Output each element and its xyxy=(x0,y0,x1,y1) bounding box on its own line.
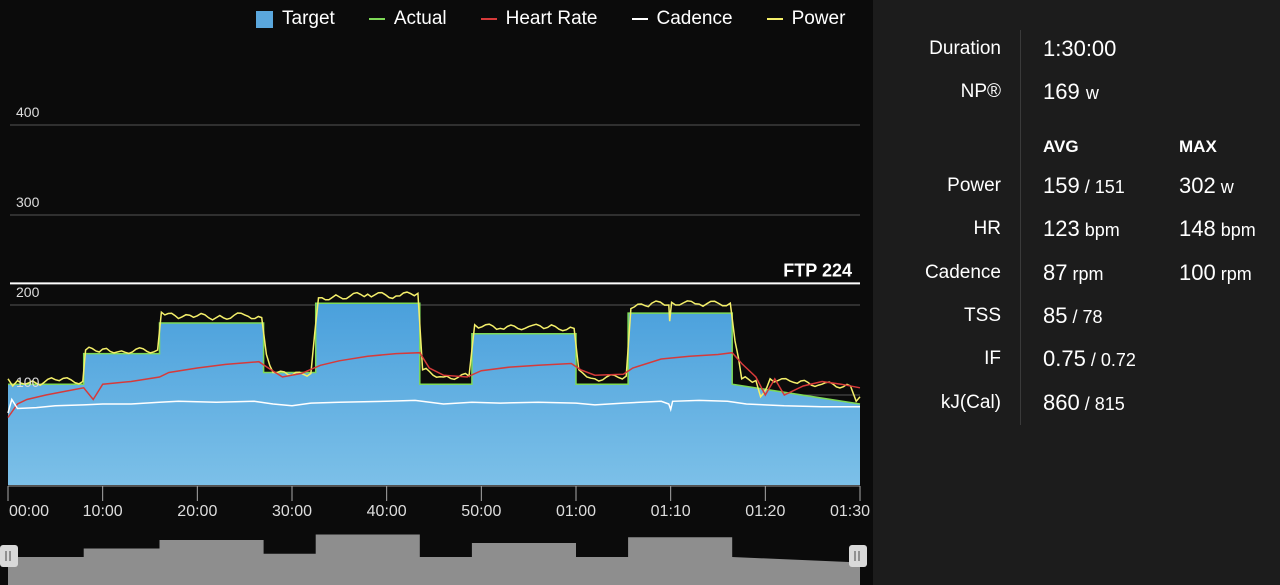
stat-label-tss: TSS xyxy=(964,305,1001,326)
stat-avg: 0.75 / 0.72 xyxy=(1043,346,1136,372)
stat-avg-sub: bpm xyxy=(1079,220,1120,240)
legend-label: Target xyxy=(282,8,335,29)
legend-swatch xyxy=(766,18,783,20)
stat-avg-number: 123 xyxy=(1043,216,1080,241)
stat-avg: 860 / 815 xyxy=(1043,390,1125,416)
stat-max-unit: bpm xyxy=(1215,220,1256,240)
np-number: 169 xyxy=(1043,79,1080,104)
legend-item-heart-rate[interactable]: Heart Rate xyxy=(480,8,598,30)
workout-chart: FTP 224 100 200 300 400 00:00 10:00 20:00 30:00 4… xyxy=(0,104,871,585)
series-actual xyxy=(8,302,861,405)
legend-item-actual[interactable]: Actual xyxy=(368,8,447,30)
duration-value: 1:30:00 xyxy=(1043,36,1117,61)
x-tick-label: 01:20 xyxy=(745,503,785,520)
np-unit: w xyxy=(1085,83,1099,103)
stat-max-number: 100 xyxy=(1179,260,1216,285)
stat-label-cadence: Cadence xyxy=(924,262,1001,283)
stat-avg-number: 860 xyxy=(1043,390,1080,415)
x-tick-label: 01:30 xyxy=(830,503,870,520)
stat-max-unit: rpm xyxy=(1215,264,1252,284)
stat-max: 100 rpm xyxy=(1179,260,1252,286)
stat-avg: 123 bpm xyxy=(1043,216,1120,242)
stat-avg-sub: rpm xyxy=(1067,264,1104,284)
x-tick-label: 30:00 xyxy=(272,503,312,520)
series-power xyxy=(7,291,861,403)
series-heart-rate xyxy=(7,351,861,418)
stats-divider xyxy=(1020,30,1021,425)
stat-max-number: 148 xyxy=(1179,216,1216,241)
legend-label: Actual xyxy=(393,8,447,29)
overview-handle-left[interactable] xyxy=(0,545,18,567)
series-cadence xyxy=(7,397,860,414)
legend-label: Cadence xyxy=(656,8,733,29)
legend-swatch xyxy=(256,10,273,28)
legend-swatch xyxy=(631,18,648,20)
stat-avg-sub: / 0.72 xyxy=(1085,350,1136,370)
legend-label: Heart Rate xyxy=(505,8,598,29)
legend-swatch xyxy=(480,18,497,20)
legend-item-power[interactable]: Power xyxy=(766,8,846,30)
y-tick-label-400: 400 xyxy=(16,104,40,120)
legend-swatch xyxy=(368,18,385,20)
stat-avg-number: 85 xyxy=(1043,303,1068,328)
x-tick-label: 50:00 xyxy=(461,503,501,520)
legend-item-target[interactable]: Target xyxy=(256,8,335,30)
stat-avg-sub: / 78 xyxy=(1067,307,1103,327)
max-header: MAX xyxy=(1179,137,1217,156)
stat-avg-number: 0.75 xyxy=(1043,346,1086,371)
stat-label-kjcal: kJ(Cal) xyxy=(940,392,1001,413)
chart-panel: FTP 224 100 200 300 400 00:00 10:00 20:00 30:00 4… xyxy=(0,8,871,585)
legend-item-cadence[interactable]: Cadence xyxy=(631,8,733,30)
y-tick-label-300: 300 xyxy=(16,194,40,210)
x-tick-label: 00:00 xyxy=(9,503,49,520)
overview-handle-right[interactable] xyxy=(849,545,867,567)
stat-label-power: Power xyxy=(947,175,1001,196)
overview-profile xyxy=(8,534,860,585)
y-tick-label-200: 200 xyxy=(16,284,40,300)
stat-max-unit: w xyxy=(1215,177,1234,197)
stat-max: 148 bpm xyxy=(1179,216,1256,242)
np-value: 169 w xyxy=(1043,79,1099,105)
stat-avg: 85 / 78 xyxy=(1043,303,1103,329)
stats-panel: Duration 1:30:00 NP® 169 w AVG MAX Power… xyxy=(873,0,1280,585)
x-tick-label: 10:00 xyxy=(83,503,123,520)
avg-header: AVG xyxy=(1043,137,1079,156)
stat-label-if: IF xyxy=(984,348,1001,369)
x-tick-label: 01:10 xyxy=(651,503,691,520)
duration-label: Duration xyxy=(929,38,1001,59)
stat-avg: 159 / 151 xyxy=(1043,173,1125,199)
np-label: NP® xyxy=(960,81,1001,102)
stat-avg: 87 rpm xyxy=(1043,260,1103,286)
stat-max-number: 302 xyxy=(1179,173,1216,198)
stat-avg-number: 87 xyxy=(1043,260,1068,285)
stat-avg-sub: / 151 xyxy=(1079,177,1125,197)
x-tick-label: 40:00 xyxy=(367,503,407,520)
x-tick-label: 01:00 xyxy=(556,503,596,520)
legend-label: Power xyxy=(791,8,846,29)
stat-avg-number: 159 xyxy=(1043,173,1080,198)
x-tick-label: 20:00 xyxy=(177,503,217,520)
stat-label-hr: HR xyxy=(973,218,1001,239)
stat-avg-sub: / 815 xyxy=(1079,394,1125,414)
ftp-label: FTP 224 xyxy=(783,260,852,280)
target-area xyxy=(8,303,860,485)
chart-legend: Target Actual Heart Rate Cadence Power xyxy=(256,8,845,30)
y-tick-label-100: 100 xyxy=(16,374,40,390)
stat-max: 302 w xyxy=(1179,173,1234,199)
